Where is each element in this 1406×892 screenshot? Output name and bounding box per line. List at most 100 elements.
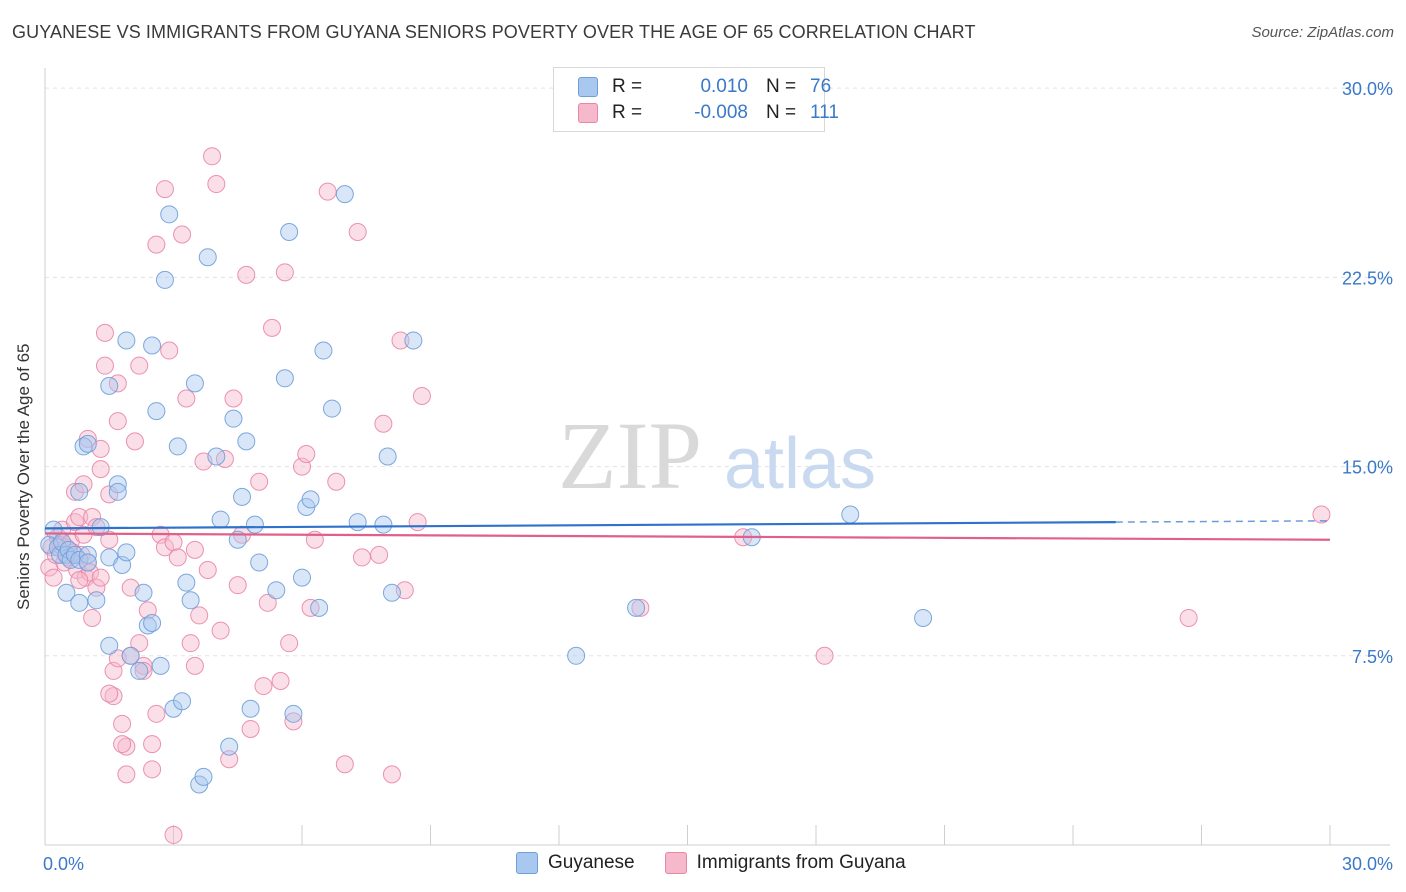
scatter-point [108, 482, 127, 501]
scatter-point [275, 369, 294, 388]
scatter-point [327, 472, 346, 491]
scatter-point [143, 614, 162, 632]
scatter-point [57, 583, 76, 602]
scatter-point [185, 540, 204, 559]
legend-r-label: R = [612, 102, 643, 123]
legend-item-immigrants[interactable]: Immigrants from Guyana [664, 852, 906, 874]
correlation-legend: R = 0.010 N = 76 R = -0.008 N = 111 [553, 67, 839, 132]
grid-lines [45, 87, 1390, 657]
scatter-point [378, 447, 397, 466]
scatter-point [198, 248, 217, 267]
scatter-point [173, 692, 192, 711]
scatter-point [280, 634, 299, 653]
legend-n-label: N = [766, 76, 797, 97]
y-tick-label: 30.0% [1342, 79, 1393, 99]
scatter-point [352, 548, 371, 567]
scatter-point [207, 175, 226, 194]
scatter-point [125, 432, 144, 451]
scatter-point [100, 376, 119, 395]
scatter-point [177, 389, 196, 408]
scatter-point [70, 593, 89, 612]
scatter-point [108, 412, 127, 431]
legend-row-immigrants: R = -0.008 N = 111 [578, 100, 839, 126]
scatter-point [335, 755, 354, 774]
legend-r-label: R = [612, 76, 643, 97]
scatter-point [91, 568, 110, 587]
scatter-point [404, 331, 423, 350]
scatter-point [370, 545, 389, 564]
legend-item-guyanese[interactable]: Guyanese [516, 852, 635, 874]
y-axis-label: Seniors Poverty Over the Age of 65 [14, 343, 33, 610]
scatter-point [198, 561, 217, 580]
scatter-point [412, 386, 431, 405]
scatter-point [254, 677, 273, 696]
scatter-point [95, 356, 114, 375]
scatter-point [147, 402, 166, 421]
scatter-point [211, 510, 230, 529]
legend-swatch-guyanese [516, 852, 538, 874]
series-legend: Guyanese Immigrants from Guyana [516, 852, 936, 874]
scatter-point [143, 735, 162, 754]
legend-swatch-blue [578, 77, 598, 97]
scatter-point [185, 374, 204, 393]
scatter-point [117, 765, 136, 784]
scatter-point [348, 513, 367, 532]
scatter-point [100, 530, 119, 549]
scatter-point [134, 661, 153, 680]
scatter-point [70, 508, 89, 527]
scatter-point [293, 568, 311, 587]
tick-labels: 7.5% 15.0% 22.5% 30.0% 0.0% 30.0% [43, 79, 1393, 874]
scatter-point [914, 608, 933, 627]
legend-swatch-pink [578, 103, 598, 123]
source-label: Source: ZipAtlas.com [1251, 24, 1394, 41]
chart-title: GUYANESE VS IMMIGRANTS FROM GUYANA SENIO… [12, 22, 976, 42]
scatter-point [130, 661, 149, 680]
scatter-point [318, 182, 337, 201]
scatter-point [151, 656, 170, 675]
scatter-point [275, 263, 294, 282]
scatter-point [83, 608, 102, 627]
scatter-point [91, 460, 110, 479]
scatter-point [391, 331, 410, 350]
scatter-point [224, 409, 243, 428]
scatter-point [70, 571, 89, 590]
scatter-point [220, 750, 239, 769]
scatter-point [280, 222, 299, 241]
scatter-point [143, 336, 162, 355]
scatter-point [841, 505, 860, 524]
scatter-point [160, 341, 179, 360]
scatter-point [190, 606, 209, 625]
scatter-point [374, 515, 393, 534]
legend-row-guyanese: R = 0.010 N = 76 [578, 74, 831, 100]
scatter-point [168, 548, 187, 567]
legend-r-value: -0.008 [694, 102, 748, 123]
scatter-point [134, 583, 153, 602]
scatter-point [113, 735, 132, 754]
scatter-point [1312, 505, 1331, 524]
y-tick-label: 22.5% [1342, 268, 1393, 288]
trend-line-guyanese-extension [1115, 520, 1331, 523]
scatter-point [228, 576, 247, 595]
scatter-point [78, 545, 97, 564]
trend-line-guyanese [44, 520, 1116, 530]
scatter-point [1179, 608, 1198, 627]
legend-n-value: 76 [810, 76, 832, 97]
scatter-point [78, 434, 97, 453]
scatter-point [284, 712, 303, 731]
x-tick-label: 30.0% [1342, 854, 1393, 874]
scatter-point [627, 598, 646, 617]
scatter-point [250, 553, 269, 572]
scatter-point [237, 432, 256, 451]
scatter-point [160, 205, 179, 224]
y-tick-label: 15.0% [1342, 458, 1393, 478]
scatter-point [220, 737, 239, 756]
scatter-point [44, 568, 63, 587]
y-tick-label: 7.5% [1352, 647, 1393, 667]
watermark: ZIP atlas [558, 402, 876, 509]
scatter-point [108, 475, 127, 494]
scatter-point [100, 684, 119, 703]
scatter-point [271, 672, 290, 691]
scatter-point [181, 591, 200, 610]
scatter-point [181, 634, 200, 653]
scatter-point [567, 646, 586, 665]
